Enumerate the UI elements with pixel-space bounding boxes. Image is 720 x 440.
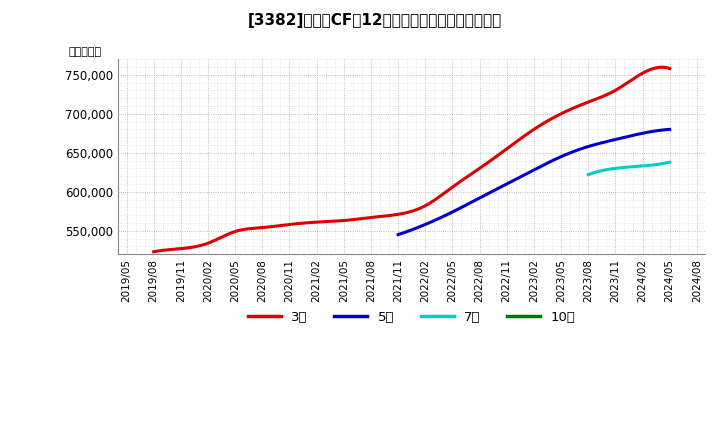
- Text: [3382]　営業CFの12か月移動合計の平均値の推移: [3382] 営業CFの12か月移動合計の平均値の推移: [247, 13, 502, 28]
- Text: （百万円）: （百万円）: [68, 47, 102, 57]
- Legend: 3年, 5年, 7年, 10年: 3年, 5年, 7年, 10年: [243, 306, 581, 330]
